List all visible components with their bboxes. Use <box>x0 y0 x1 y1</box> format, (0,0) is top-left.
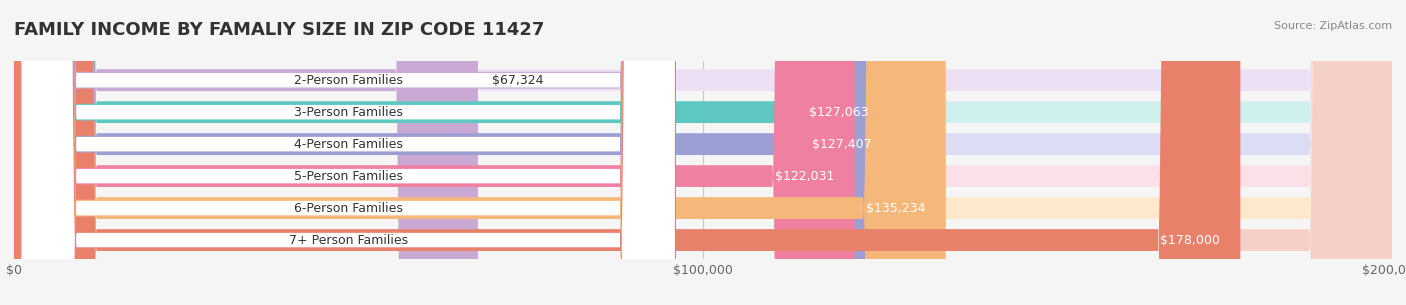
FancyBboxPatch shape <box>21 0 675 305</box>
Text: $127,407: $127,407 <box>811 138 872 151</box>
FancyBboxPatch shape <box>21 0 675 305</box>
FancyBboxPatch shape <box>14 0 855 305</box>
FancyBboxPatch shape <box>14 0 890 305</box>
Text: 2-Person Families: 2-Person Families <box>294 74 402 87</box>
FancyBboxPatch shape <box>14 0 1392 305</box>
FancyBboxPatch shape <box>21 0 675 305</box>
FancyBboxPatch shape <box>14 0 478 305</box>
FancyBboxPatch shape <box>14 0 1392 305</box>
FancyBboxPatch shape <box>21 0 675 305</box>
Text: 6-Person Families: 6-Person Families <box>294 202 402 215</box>
FancyBboxPatch shape <box>14 0 891 305</box>
Text: FAMILY INCOME BY FAMALIY SIZE IN ZIP CODE 11427: FAMILY INCOME BY FAMALIY SIZE IN ZIP COD… <box>14 21 544 39</box>
Text: $67,324: $67,324 <box>492 74 543 87</box>
Text: $127,063: $127,063 <box>810 106 869 119</box>
FancyBboxPatch shape <box>21 0 675 305</box>
Text: $178,000: $178,000 <box>1160 234 1220 246</box>
Text: Source: ZipAtlas.com: Source: ZipAtlas.com <box>1274 21 1392 31</box>
FancyBboxPatch shape <box>14 0 1392 305</box>
Text: $122,031: $122,031 <box>775 170 834 183</box>
FancyBboxPatch shape <box>14 0 946 305</box>
FancyBboxPatch shape <box>14 0 1240 305</box>
Text: 4-Person Families: 4-Person Families <box>294 138 402 151</box>
FancyBboxPatch shape <box>21 0 675 305</box>
Text: 7+ Person Families: 7+ Person Families <box>288 234 408 246</box>
Text: 5-Person Families: 5-Person Families <box>294 170 402 183</box>
FancyBboxPatch shape <box>14 0 1392 305</box>
FancyBboxPatch shape <box>14 0 1392 305</box>
Text: $135,234: $135,234 <box>866 202 925 215</box>
FancyBboxPatch shape <box>14 0 1392 305</box>
Text: 3-Person Families: 3-Person Families <box>294 106 402 119</box>
